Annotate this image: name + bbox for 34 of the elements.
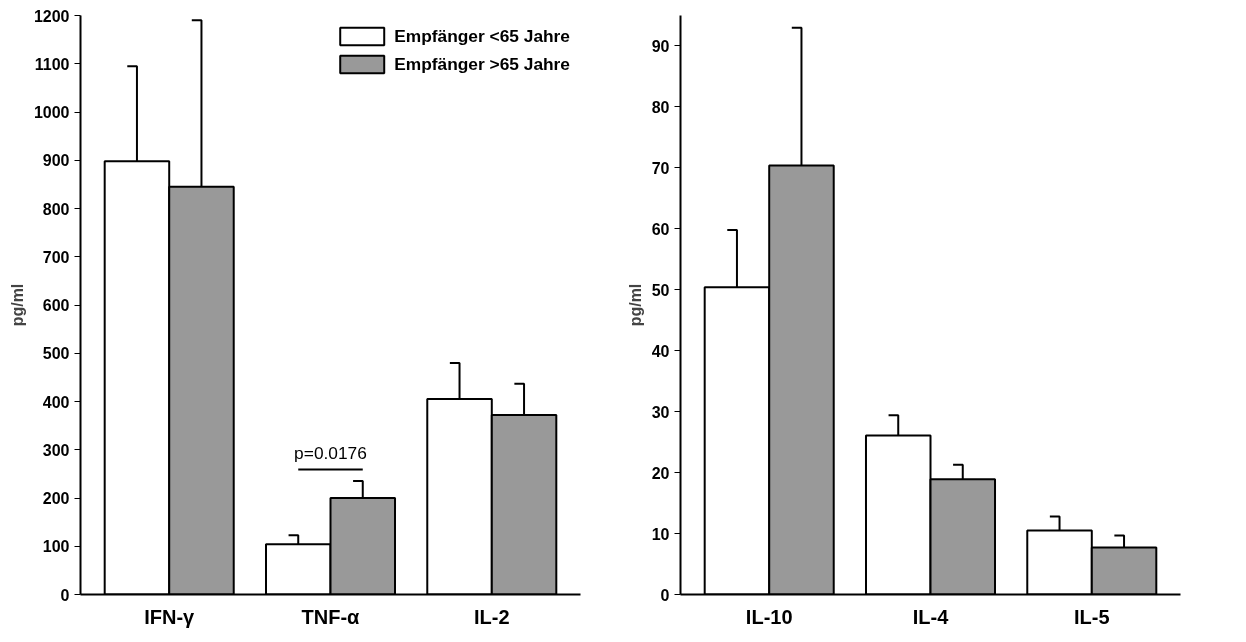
y-tick-label: 80 bbox=[651, 98, 670, 116]
y-tick-label: 50 bbox=[651, 281, 670, 299]
y-tick-label: 1100 bbox=[34, 55, 70, 73]
y-tick-label: 90 bbox=[651, 37, 670, 55]
y-tick-label: 30 bbox=[651, 403, 670, 421]
y-tick-label: 0 bbox=[660, 586, 670, 604]
y-tick-label: 300 bbox=[42, 441, 70, 459]
x-tick-label: IFN-γ bbox=[144, 605, 196, 628]
y-tick-label: 1200 bbox=[33, 7, 70, 25]
x-tick-label: IL-10 bbox=[745, 605, 793, 628]
y-tick-label: 100 bbox=[42, 538, 70, 556]
y-tick-label: 800 bbox=[42, 200, 70, 218]
y-tick-label: 70 bbox=[651, 159, 670, 177]
y-tick-label: 0 bbox=[60, 586, 70, 604]
y-tick-label: 200 bbox=[42, 490, 70, 507]
y-tick-label: 700 bbox=[42, 248, 70, 266]
x-tick-label: IL-2 bbox=[474, 605, 510, 628]
x-tick-label: IL-5 bbox=[1074, 605, 1110, 628]
annotation: p=0.0176 bbox=[294, 442, 367, 463]
legend-label: Empfänger >65 Jahre bbox=[394, 53, 570, 75]
y-tick-label: 600 bbox=[42, 297, 70, 314]
y-tick-label: 10 bbox=[651, 525, 670, 543]
y-tick-label: 40 bbox=[651, 342, 670, 360]
y-axis-title: pg/ml bbox=[626, 283, 644, 327]
y-axis-title: pg/ml bbox=[8, 283, 26, 327]
x-tick-label: TNF-α bbox=[301, 605, 361, 628]
legend-label: Empfänger <65 Jahre bbox=[394, 25, 570, 47]
y-tick-label: 400 bbox=[42, 393, 70, 411]
x-tick-label: IL-4 bbox=[912, 605, 950, 628]
y-tick-label: 60 bbox=[651, 220, 670, 238]
y-tick-label: 20 bbox=[651, 464, 670, 482]
y-tick-label: 900 bbox=[42, 152, 70, 170]
y-tick-label: 500 bbox=[42, 345, 70, 363]
y-tick-label: 1000 bbox=[33, 104, 70, 121]
